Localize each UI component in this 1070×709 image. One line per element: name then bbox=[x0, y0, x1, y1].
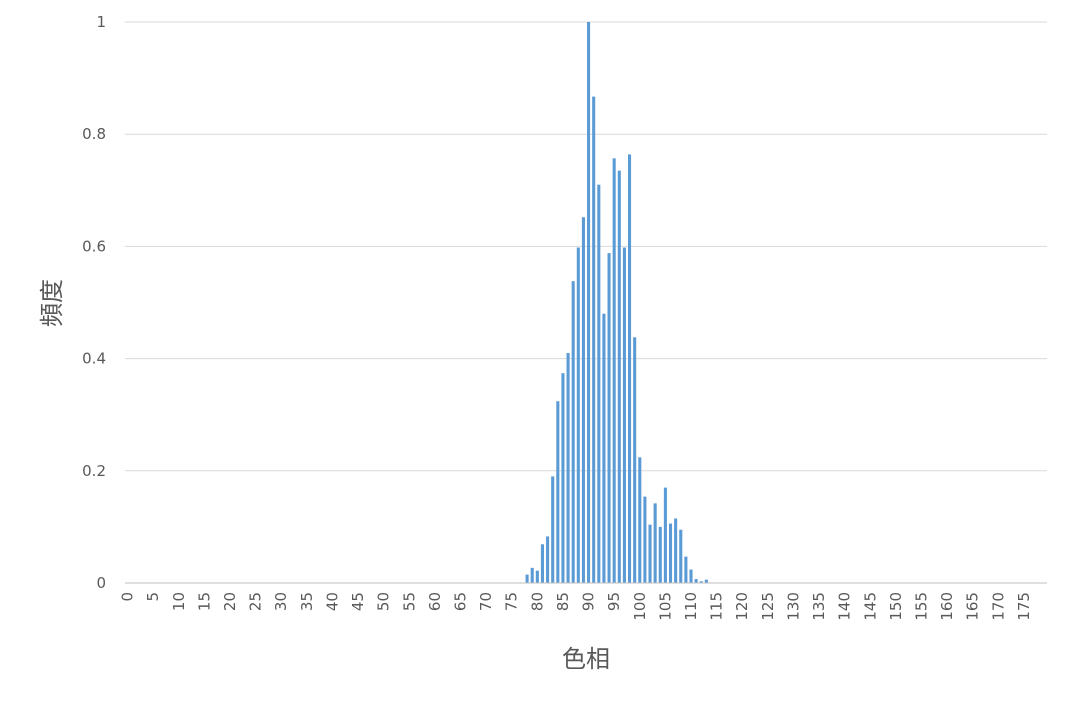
x-tick-label: 35 bbox=[298, 592, 316, 611]
x-tick-label: 95 bbox=[605, 592, 623, 611]
bar bbox=[551, 476, 555, 583]
x-tick-label: 65 bbox=[452, 592, 470, 611]
y-tick-label: 0.6 bbox=[82, 237, 106, 255]
y-tick-label: 1 bbox=[96, 13, 106, 31]
bar bbox=[638, 457, 642, 583]
x-tick-label: 5 bbox=[144, 592, 162, 602]
bar bbox=[617, 170, 621, 584]
bar bbox=[576, 247, 580, 583]
bar bbox=[643, 496, 647, 583]
bar bbox=[530, 567, 534, 583]
bar bbox=[535, 570, 539, 583]
x-tick-label: 0 bbox=[119, 592, 137, 602]
bar bbox=[561, 373, 565, 583]
bar bbox=[684, 556, 688, 583]
bar bbox=[694, 579, 698, 583]
bar bbox=[602, 313, 606, 583]
bar bbox=[546, 536, 550, 583]
x-tick-label: 155 bbox=[913, 592, 931, 621]
bar bbox=[658, 526, 662, 583]
x-tick-label: 15 bbox=[195, 592, 213, 611]
x-tick-label: 60 bbox=[426, 592, 444, 611]
x-tick-label: 135 bbox=[810, 592, 828, 621]
y-tick-label: 0.8 bbox=[82, 125, 106, 143]
x-tick-label: 165 bbox=[964, 592, 982, 621]
bar bbox=[556, 401, 560, 583]
x-tick-label: 130 bbox=[784, 592, 802, 621]
bar bbox=[653, 503, 657, 583]
x-tick-label: 150 bbox=[887, 592, 905, 621]
y-tick-label: 0.4 bbox=[82, 350, 106, 368]
x-tick-label: 170 bbox=[989, 592, 1007, 621]
bar bbox=[587, 22, 591, 583]
x-tick-label: 80 bbox=[528, 592, 546, 611]
bar bbox=[597, 184, 601, 583]
bar bbox=[648, 524, 652, 583]
bar bbox=[668, 523, 673, 583]
bar bbox=[571, 281, 575, 583]
x-tick-label: 25 bbox=[247, 592, 265, 611]
bar bbox=[581, 217, 585, 583]
x-tick-label: 70 bbox=[477, 592, 495, 611]
x-tick-label: 125 bbox=[759, 592, 777, 621]
bar bbox=[540, 544, 544, 583]
bar bbox=[566, 352, 570, 583]
bar bbox=[633, 337, 637, 583]
bar bbox=[622, 247, 626, 583]
bar bbox=[663, 487, 667, 583]
bar bbox=[689, 569, 693, 583]
bar bbox=[525, 574, 529, 583]
bar bbox=[704, 579, 708, 583]
x-tick-label: 20 bbox=[221, 592, 239, 611]
x-tick-label: 40 bbox=[323, 592, 341, 611]
x-tick-label: 145 bbox=[861, 592, 879, 621]
x-tick-label: 85 bbox=[554, 592, 572, 611]
x-tick-label: 105 bbox=[656, 592, 674, 621]
bar bbox=[592, 96, 596, 583]
bar bbox=[628, 154, 632, 583]
x-tick-label: 110 bbox=[682, 592, 700, 621]
bar bbox=[699, 581, 703, 583]
x-tick-label: 120 bbox=[733, 592, 751, 621]
bar bbox=[607, 253, 611, 583]
x-tick-label: 100 bbox=[631, 592, 649, 621]
x-tick-label: 160 bbox=[938, 592, 956, 621]
x-tick-label: 175 bbox=[1015, 592, 1033, 621]
x-tick-label: 90 bbox=[580, 592, 598, 611]
bar bbox=[679, 529, 683, 583]
x-tick-label: 45 bbox=[349, 592, 367, 611]
x-tick-label: 30 bbox=[272, 592, 290, 611]
x-tick-label: 55 bbox=[400, 592, 418, 611]
x-tick-label: 75 bbox=[503, 592, 521, 611]
y-tick-label: 0.2 bbox=[82, 462, 106, 480]
x-tick-label: 140 bbox=[836, 592, 854, 621]
bar bbox=[674, 518, 678, 583]
bar bbox=[612, 158, 616, 583]
x-tick-label: 10 bbox=[170, 592, 188, 611]
x-tick-label: 50 bbox=[375, 592, 393, 611]
y-axis-title: 頻度 bbox=[38, 279, 66, 327]
y-tick-label: 0 bbox=[96, 574, 106, 592]
x-tick-label: 115 bbox=[708, 592, 726, 621]
x-axis-title: 色相 bbox=[562, 645, 610, 673]
